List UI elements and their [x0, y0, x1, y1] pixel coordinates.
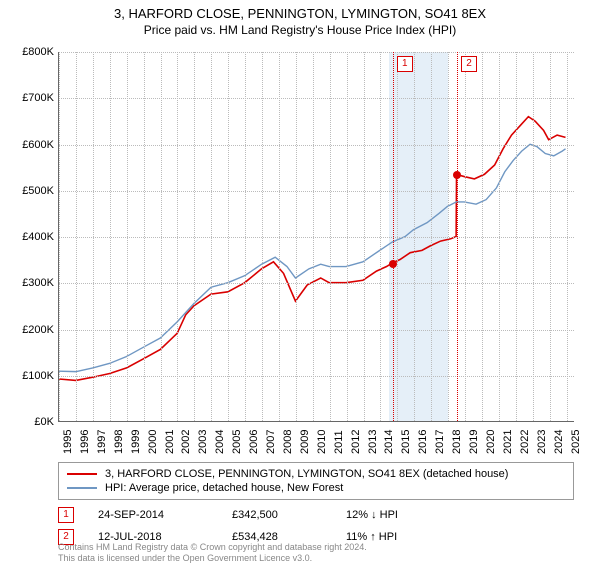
legend-swatch — [67, 473, 97, 475]
x-axis-label: 1996 — [79, 430, 91, 454]
x-axis-label: 2006 — [248, 430, 260, 454]
x-axis-label: 1997 — [96, 430, 108, 454]
page-subtitle: Price paid vs. HM Land Registry's House … — [0, 23, 600, 37]
legend-item-property: 3, HARFORD CLOSE, PENNINGTON, LYMINGTON,… — [67, 467, 565, 481]
legend-swatch — [67, 487, 97, 489]
x-axis-label: 1999 — [130, 430, 142, 454]
footer: Contains HM Land Registry data © Crown c… — [58, 542, 574, 564]
x-axis-label: 2002 — [180, 430, 192, 454]
sale-date: 24-SEP-2014 — [98, 509, 208, 521]
x-axis-label: 2009 — [299, 430, 311, 454]
y-axis-label: £100K — [10, 370, 54, 382]
x-axis-label: 2005 — [231, 430, 243, 454]
x-axis-label: 1995 — [62, 430, 74, 454]
sale-price: £534,428 — [232, 531, 322, 543]
x-axis-label: 2015 — [400, 430, 412, 454]
x-axis-label: 2022 — [519, 430, 531, 454]
x-axis-label: 2021 — [502, 430, 514, 454]
line-chart: 12 — [58, 52, 574, 422]
x-axis-label: 2018 — [451, 430, 463, 454]
sale-marker-dot — [389, 260, 397, 268]
x-axis-label: 2024 — [553, 430, 565, 454]
x-axis-label: 2000 — [147, 430, 159, 454]
x-axis-label: 2023 — [536, 430, 548, 454]
sale-hpi-delta: 11% ↑ HPI — [346, 531, 397, 543]
x-axis-label: 2010 — [316, 430, 328, 454]
y-axis-label: £600K — [10, 139, 54, 151]
x-axis-label: 2003 — [197, 430, 209, 454]
page-title: 3, HARFORD CLOSE, PENNINGTON, LYMINGTON,… — [0, 6, 600, 21]
legend-label: HPI: Average price, detached house, New … — [105, 482, 343, 494]
sale-marker-line — [393, 52, 394, 421]
sale-price: £342,500 — [232, 509, 322, 521]
y-axis-label: £400K — [10, 231, 54, 243]
x-axis-label: 1998 — [113, 430, 125, 454]
sale-index: 1 — [58, 507, 74, 523]
legend: 3, HARFORD CLOSE, PENNINGTON, LYMINGTON,… — [58, 462, 574, 500]
sale-callout: 2 — [461, 56, 477, 72]
legend-item-hpi: HPI: Average price, detached house, New … — [67, 481, 565, 495]
y-axis-label: £800K — [10, 46, 54, 58]
legend-label: 3, HARFORD CLOSE, PENNINGTON, LYMINGTON,… — [105, 468, 508, 480]
x-axis-label: 2014 — [383, 430, 395, 454]
sale-callout: 1 — [397, 56, 413, 72]
x-axis-label: 2020 — [485, 430, 497, 454]
x-axis-label: 2011 — [333, 430, 345, 454]
y-axis-label: £0K — [10, 416, 54, 428]
sale-row: 1 24-SEP-2014 £342,500 12% ↓ HPI — [58, 504, 574, 526]
x-axis-label: 2004 — [214, 430, 226, 454]
x-axis-label: 2008 — [282, 430, 294, 454]
y-axis-label: £700K — [10, 92, 54, 104]
y-axis-label: £200K — [10, 324, 54, 336]
sale-marker-dot — [453, 171, 461, 179]
x-axis-label: 2019 — [468, 430, 480, 454]
sale-hpi-delta: 12% ↓ HPI — [346, 509, 398, 521]
x-axis-label: 2013 — [367, 430, 379, 454]
x-axis-label: 2017 — [434, 430, 446, 454]
x-axis-label: 2016 — [417, 430, 429, 454]
x-axis-label: 2001 — [164, 430, 176, 454]
sales-table: 124-SEP-2014£342,50012% ↓ HPI212-JUL-201… — [58, 504, 574, 548]
sale-date: 12-JUL-2018 — [98, 531, 208, 543]
x-axis-label: 2007 — [265, 430, 277, 454]
x-axis-label: 2025 — [570, 430, 582, 454]
footer-line: This data is licensed under the Open Gov… — [58, 553, 574, 564]
x-axis-label: 2012 — [350, 430, 362, 454]
sale-marker-line — [457, 52, 458, 421]
y-axis-label: £500K — [10, 185, 54, 197]
footer-line: Contains HM Land Registry data © Crown c… — [58, 542, 574, 553]
y-axis-label: £300K — [10, 277, 54, 289]
